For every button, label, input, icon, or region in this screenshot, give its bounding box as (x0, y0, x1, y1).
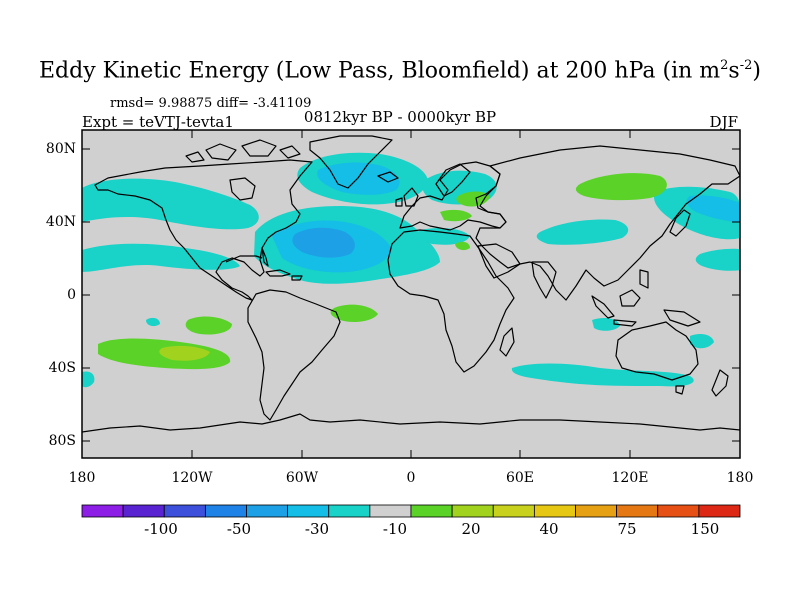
colorbar-box (163, 504, 206, 518)
colorbar-box (533, 504, 576, 518)
period-label: 0812kyr BP - 0000kyr BP (303, 108, 497, 126)
contour-region (511, 363, 694, 387)
coastline-sumatra (591, 295, 615, 319)
coastline-hispaniola (291, 275, 303, 281)
contour-region (418, 228, 470, 245)
coastline-ireland (395, 197, 403, 207)
contour-region (317, 162, 400, 195)
x-tick-label: 180 (726, 470, 754, 486)
colorbar-box (616, 504, 659, 518)
y-tick-label: 80N (45, 141, 76, 157)
coastline-tasmania (675, 385, 685, 395)
colorbar (81, 504, 741, 518)
contour-region (536, 219, 629, 245)
contour-region (330, 304, 378, 322)
coastline-arctic-island (205, 143, 237, 161)
y-tick-label: 40S (48, 360, 76, 376)
coastline-arabia (477, 243, 521, 279)
x-tick-label: 180 (68, 470, 96, 486)
coastline-arctic-island (241, 139, 277, 157)
x-tick-label: 0 (406, 470, 416, 486)
colorbar-box (246, 504, 289, 518)
coastline-arctic-island (185, 151, 205, 163)
y-tick-label: 0 (67, 287, 76, 303)
coastline-greenland (309, 135, 393, 189)
experiment-label: Expt = teVTJ-tevta1 (82, 113, 234, 131)
contour-region (82, 178, 259, 230)
colorbar-box (122, 504, 165, 518)
colorbar-box (451, 504, 494, 518)
colorbar-box (698, 504, 741, 518)
colorbar-box (287, 504, 330, 518)
coastline-philippines (639, 269, 649, 289)
colorbar-box (369, 504, 412, 518)
coastlines (82, 135, 740, 433)
x-tick-label: 120W (171, 470, 213, 486)
coastline-europe (399, 161, 507, 231)
contour-fill-layer (82, 152, 740, 388)
colorbar-label: 150 (690, 520, 720, 538)
coastline-cuba (265, 269, 291, 277)
colorbar-box (410, 504, 453, 518)
coastline-africa (387, 229, 515, 373)
contour-region (440, 209, 472, 222)
coastline-hudson-bay (229, 177, 256, 201)
contour-region (82, 371, 95, 388)
contour-region (185, 316, 232, 335)
coastline-india (531, 261, 557, 299)
contour-region (455, 241, 470, 251)
contour-region (292, 227, 355, 258)
contour-region (159, 345, 210, 361)
coastline-madagascar (499, 327, 515, 357)
colorbar-box (492, 504, 535, 518)
x-tick-label: 120E (611, 470, 649, 486)
stats-text: rmsd= 9.98875 diff= -3.41109 (110, 96, 312, 111)
season-label: DJF (709, 113, 738, 131)
colorbar-label: 40 (539, 520, 559, 538)
coastline-arctic-island (279, 145, 301, 159)
colorbar-label: -10 (382, 520, 408, 538)
coastline-great-britain (403, 187, 419, 207)
colorbar-label: 75 (617, 520, 637, 538)
colorbar-label: -30 (304, 520, 330, 538)
axis-ticks (81, 130, 741, 458)
coastline-borneo (619, 289, 641, 307)
contour-region (686, 195, 740, 222)
contour-region (146, 317, 160, 327)
contour-region (82, 243, 240, 272)
plot-title: Eddy Kinetic Energy (Low Pass, Bloomfiel… (39, 58, 761, 84)
coastline-florida (261, 247, 269, 267)
coastline-asia (475, 145, 740, 301)
y-tick-label: 80S (48, 433, 76, 449)
coastline-antarctica (82, 413, 740, 433)
x-tick-label: 60E (505, 470, 535, 486)
colorbar-label: -50 (226, 520, 252, 538)
coastline-australia (615, 321, 699, 381)
colorbar-box (81, 504, 124, 518)
coastline-new-zealand (711, 369, 729, 397)
coastline-japan (669, 209, 691, 237)
colorbar-box (657, 504, 700, 518)
contour-region (695, 248, 740, 271)
colorbar-label: -100 (144, 520, 178, 538)
coastline-south-america (247, 289, 341, 421)
contour-region (575, 173, 667, 201)
coastline-north-america (94, 159, 313, 301)
y-tick-label: 40N (45, 214, 76, 230)
coastline-iceland (377, 171, 399, 183)
contour-region (690, 334, 714, 349)
colorbar-box (204, 504, 247, 518)
colorbar-box (575, 504, 618, 518)
coastline-gulf-of-mexico (225, 255, 263, 263)
coastline-scandinavia (435, 163, 471, 197)
colorbar-label: 20 (461, 520, 481, 538)
coastline-java (613, 319, 637, 327)
contour-region (592, 318, 620, 331)
coastline-new-guinea (663, 309, 701, 327)
x-tick-label: 60W (285, 470, 319, 486)
colorbar-box (328, 504, 371, 518)
